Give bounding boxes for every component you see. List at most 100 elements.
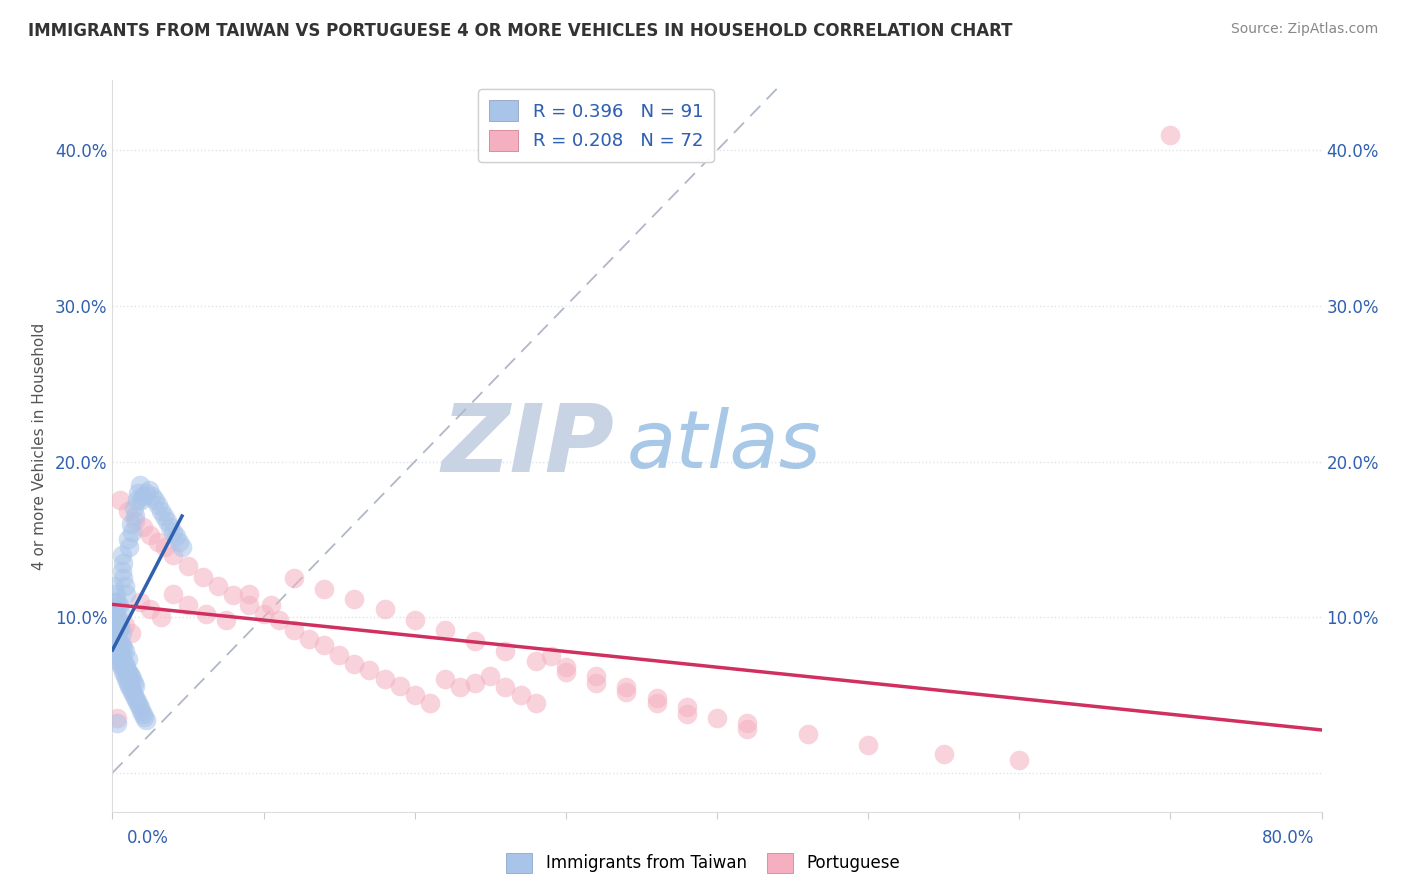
Point [540, 649, 562, 664]
Point [120, 516, 142, 531]
Point [314, 638, 336, 652]
Point [103, 594, 125, 608]
Point [120, 625, 142, 640]
Point [125, 493, 148, 508]
Point [449, 680, 471, 694]
Point [737, 723, 759, 737]
Point [128, 700, 150, 714]
Point [118, 679, 141, 693]
Point [207, 579, 229, 593]
Point [238, 587, 260, 601]
Point [675, 700, 697, 714]
Point [195, 607, 218, 621]
Point [328, 648, 350, 662]
Point [105, 610, 128, 624]
Point [105, 649, 128, 664]
Point [117, 504, 139, 518]
Point [117, 665, 139, 679]
Point [107, 654, 129, 668]
Point [554, 660, 576, 674]
Point [495, 644, 517, 658]
Point [108, 637, 131, 651]
Point [222, 588, 245, 602]
Text: Source: ZipAtlas.com: Source: ZipAtlas.com [1230, 22, 1378, 37]
Point [932, 747, 955, 761]
Point [706, 711, 728, 725]
Point [122, 501, 145, 516]
Point [112, 571, 135, 585]
Point [675, 706, 697, 721]
Point [267, 613, 290, 627]
Point [856, 738, 880, 752]
Point [114, 644, 136, 658]
Point [645, 691, 668, 706]
Point [616, 680, 638, 694]
Point [107, 644, 129, 658]
Point [238, 598, 260, 612]
Point [124, 514, 146, 528]
Point [524, 696, 547, 710]
Text: ZIP: ZIP [441, 400, 614, 492]
Point [132, 706, 155, 721]
Point [105, 638, 128, 652]
Point [118, 666, 141, 681]
Point [167, 535, 190, 549]
Point [433, 673, 456, 687]
Point [114, 657, 136, 671]
Point [124, 509, 146, 524]
Point [134, 710, 156, 724]
Point [433, 623, 456, 637]
Point [464, 675, 486, 690]
Point [253, 607, 276, 621]
Point [215, 613, 238, 627]
Point [509, 688, 531, 702]
Point [129, 704, 152, 718]
Point [112, 665, 135, 679]
Point [120, 669, 142, 683]
Point [165, 529, 187, 543]
Point [108, 618, 131, 632]
Point [107, 598, 129, 612]
Point [105, 711, 128, 725]
Point [479, 669, 502, 683]
Point [132, 520, 155, 534]
Point [103, 625, 125, 640]
Point [108, 602, 131, 616]
Point [419, 696, 441, 710]
Point [110, 548, 132, 562]
Point [796, 727, 818, 741]
Y-axis label: 4 or more Vehicles in Household: 4 or more Vehicles in Household [32, 322, 46, 570]
Point [616, 685, 638, 699]
Point [585, 675, 607, 690]
Point [110, 649, 132, 664]
Point [388, 679, 411, 693]
Point [146, 498, 169, 512]
Point [495, 680, 517, 694]
Legend: R = 0.396   N = 91, R = 0.208   N = 72: R = 0.396 N = 91, R = 0.208 N = 72 [478, 89, 714, 161]
Point [118, 540, 141, 554]
Point [1008, 753, 1031, 767]
Point [283, 623, 305, 637]
Point [115, 673, 138, 687]
Point [343, 657, 366, 671]
Point [374, 673, 396, 687]
Point [117, 675, 139, 690]
Point [155, 540, 177, 554]
Point [107, 633, 129, 648]
Point [135, 485, 157, 500]
Point [103, 633, 125, 648]
Point [115, 660, 138, 674]
Point [177, 558, 200, 573]
Point [117, 652, 139, 666]
Point [121, 673, 143, 687]
Point [314, 582, 336, 597]
Point [139, 602, 162, 616]
Point [143, 493, 166, 508]
Point [105, 619, 128, 633]
Point [191, 570, 214, 584]
Point [104, 587, 127, 601]
Point [298, 632, 321, 646]
Point [107, 623, 129, 637]
Point [103, 579, 125, 593]
Point [105, 629, 128, 643]
